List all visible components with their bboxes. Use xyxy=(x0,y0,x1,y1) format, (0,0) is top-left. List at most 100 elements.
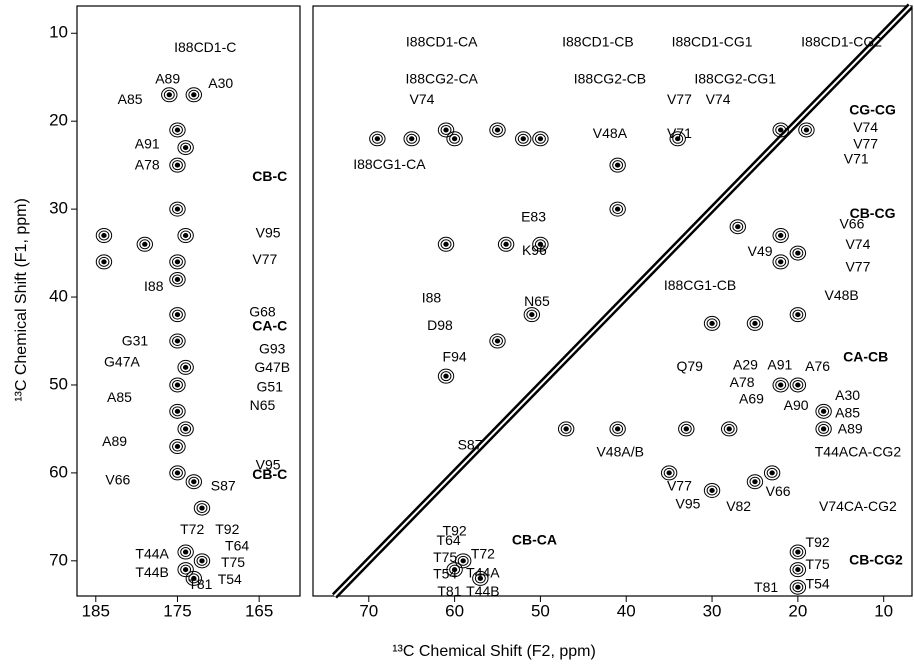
peak-contour xyxy=(95,254,113,270)
peak-contour xyxy=(752,320,758,326)
peak xyxy=(789,377,807,393)
peak-contour xyxy=(515,131,532,147)
peak-contour xyxy=(749,318,761,329)
peak-contour xyxy=(792,379,804,390)
peak-label: D98 xyxy=(427,317,453,333)
peak-contour xyxy=(440,371,452,382)
peak-contour xyxy=(800,124,812,135)
peak xyxy=(609,157,626,173)
peak-label: V49 xyxy=(748,243,773,259)
peak-contour xyxy=(437,368,455,384)
peak-contour xyxy=(193,553,211,569)
peak-contour xyxy=(614,162,621,168)
peak xyxy=(437,368,455,384)
peak-label: T92 xyxy=(443,523,467,539)
peak-contour xyxy=(169,201,186,217)
peak-contour xyxy=(169,403,186,419)
peak-contour xyxy=(775,230,787,241)
peak xyxy=(557,421,575,437)
peak-contour xyxy=(142,241,148,247)
peak-label: CB-CA xyxy=(512,531,557,547)
peak-contour xyxy=(457,555,469,566)
peak-contour xyxy=(174,444,181,450)
peak-label: A69 xyxy=(739,391,764,407)
peak-contour xyxy=(101,259,107,265)
peak-contour xyxy=(169,439,186,455)
peak xyxy=(177,544,194,560)
peak-contour xyxy=(446,131,463,147)
peak-contour xyxy=(789,377,807,393)
peak-contour xyxy=(703,482,721,498)
peak-contour xyxy=(766,467,778,478)
peak-contour xyxy=(678,421,695,437)
x-tick-label: 185 xyxy=(82,601,110,620)
peak-contour xyxy=(182,549,189,555)
peak-contour xyxy=(440,124,452,135)
peak-contour xyxy=(101,232,107,238)
peak-label: T64 xyxy=(225,537,249,553)
peak-contour xyxy=(517,133,529,144)
peak xyxy=(177,227,194,243)
peak-label: A91 xyxy=(135,136,160,152)
peak-label: I88CG2-CG1 xyxy=(694,71,776,87)
x-axis-title: ¹³C Chemical Shift (F2, ppm) xyxy=(392,643,596,660)
peak xyxy=(489,122,506,138)
peak-contour xyxy=(609,201,626,217)
peak-contour xyxy=(182,426,189,432)
peak-contour xyxy=(180,547,192,558)
peak-contour xyxy=(177,359,194,375)
peak-contour xyxy=(180,142,192,153)
peak-contour xyxy=(721,421,738,437)
peak-contour xyxy=(775,256,787,267)
peak-label: V74 xyxy=(706,91,731,107)
peak-contour xyxy=(169,307,186,323)
peak-contour xyxy=(503,241,509,247)
peak-contour xyxy=(532,131,549,147)
peak xyxy=(772,254,789,270)
peak xyxy=(772,122,789,138)
peak-contour xyxy=(746,474,764,490)
peak-contour xyxy=(803,127,810,133)
peak-contour xyxy=(723,423,735,434)
peak-contour xyxy=(492,124,503,135)
peak-label: V77 xyxy=(667,478,692,494)
peak xyxy=(177,562,194,578)
peak-label: K96 xyxy=(522,242,547,258)
peak-contour xyxy=(172,204,183,215)
peak-label: T64 xyxy=(437,532,461,548)
peak-label: V66 xyxy=(839,216,864,232)
peak-contour xyxy=(534,239,546,250)
peak-contour xyxy=(489,122,506,138)
peak-contour xyxy=(778,127,784,133)
peak-contour xyxy=(174,162,181,168)
peak-contour xyxy=(172,467,183,478)
peak-contour xyxy=(196,555,208,566)
peak-contour xyxy=(732,221,744,232)
peak xyxy=(798,122,815,138)
peak xyxy=(729,219,746,235)
peak-label: V71 xyxy=(844,151,869,167)
peak xyxy=(169,122,186,138)
peak-label: T44B xyxy=(135,564,168,580)
peak-label: I88CD1-CA xyxy=(406,34,478,50)
peak xyxy=(177,421,194,437)
peak-label: V74CA-CG2 xyxy=(819,498,897,514)
peak-contour xyxy=(746,315,764,331)
peak-contour xyxy=(182,364,189,370)
peak-contour xyxy=(529,312,535,318)
peak xyxy=(669,131,686,147)
peak-contour xyxy=(795,312,801,318)
peak-contour xyxy=(369,131,386,147)
peak-label: T44A xyxy=(135,545,169,561)
peak xyxy=(169,271,186,287)
peak-contour xyxy=(526,309,538,320)
peak-contour xyxy=(609,421,626,437)
peak-contour xyxy=(169,122,186,138)
peak-contour xyxy=(820,426,827,432)
peak-contour xyxy=(182,232,189,238)
peak-label: S87 xyxy=(458,436,483,452)
peak-label: V74 xyxy=(845,236,870,252)
peak-contour xyxy=(446,562,463,578)
x-tick-label: 10 xyxy=(874,601,893,620)
peak-contour xyxy=(672,133,684,144)
